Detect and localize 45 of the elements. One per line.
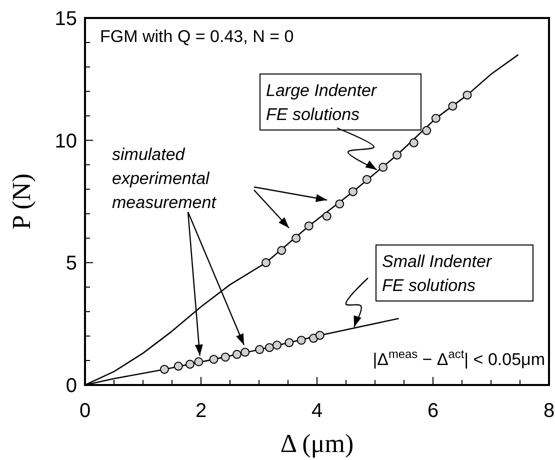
point [255,345,264,354]
y-axis-title: P (N) [7,173,36,230]
point [315,330,324,340]
y-tick-label: 10 [54,130,77,152]
point [232,350,242,359]
point [264,343,274,352]
point [409,138,418,148]
point [284,338,294,348]
point [277,246,286,255]
point [292,234,301,243]
x-tick-label: 2 [195,400,207,422]
annotation: simulated experimental measurement [112,145,218,212]
y-tick-label: 15 [54,8,77,30]
x-tick-label: 4 [311,400,323,422]
point [174,362,183,371]
point [261,258,270,268]
x-tick-label: 8 [543,400,555,422]
point [348,187,358,196]
point [448,102,458,111]
x-tick-label: 0 [79,400,91,422]
point [304,221,314,230]
point [209,354,218,364]
y-tick-label: 0 [66,375,77,397]
point [462,90,472,100]
point [160,364,169,374]
point [240,348,250,357]
y-tick-label: 5 [66,252,77,275]
point [378,162,388,172]
point [194,357,204,366]
annotation: Small Indenter FE solutions [382,252,493,295]
point [185,360,194,369]
annotation: |Δ$^{meas}$ − Δ$^{act}$| < 0.05μm [372,347,545,369]
point [392,150,402,160]
point [335,199,344,208]
annotation: FGM with Q = 0.43, N = 0 [100,27,294,46]
point [431,114,440,123]
point [296,336,306,345]
point [220,352,230,362]
point [362,175,372,184]
x-axis-title: Δ (μm) [280,429,354,458]
x-tick-label: 6 [427,400,439,422]
point [322,212,332,221]
annotation: Large Indenter FE solutions [266,81,378,124]
point [422,126,432,136]
point [272,340,282,350]
